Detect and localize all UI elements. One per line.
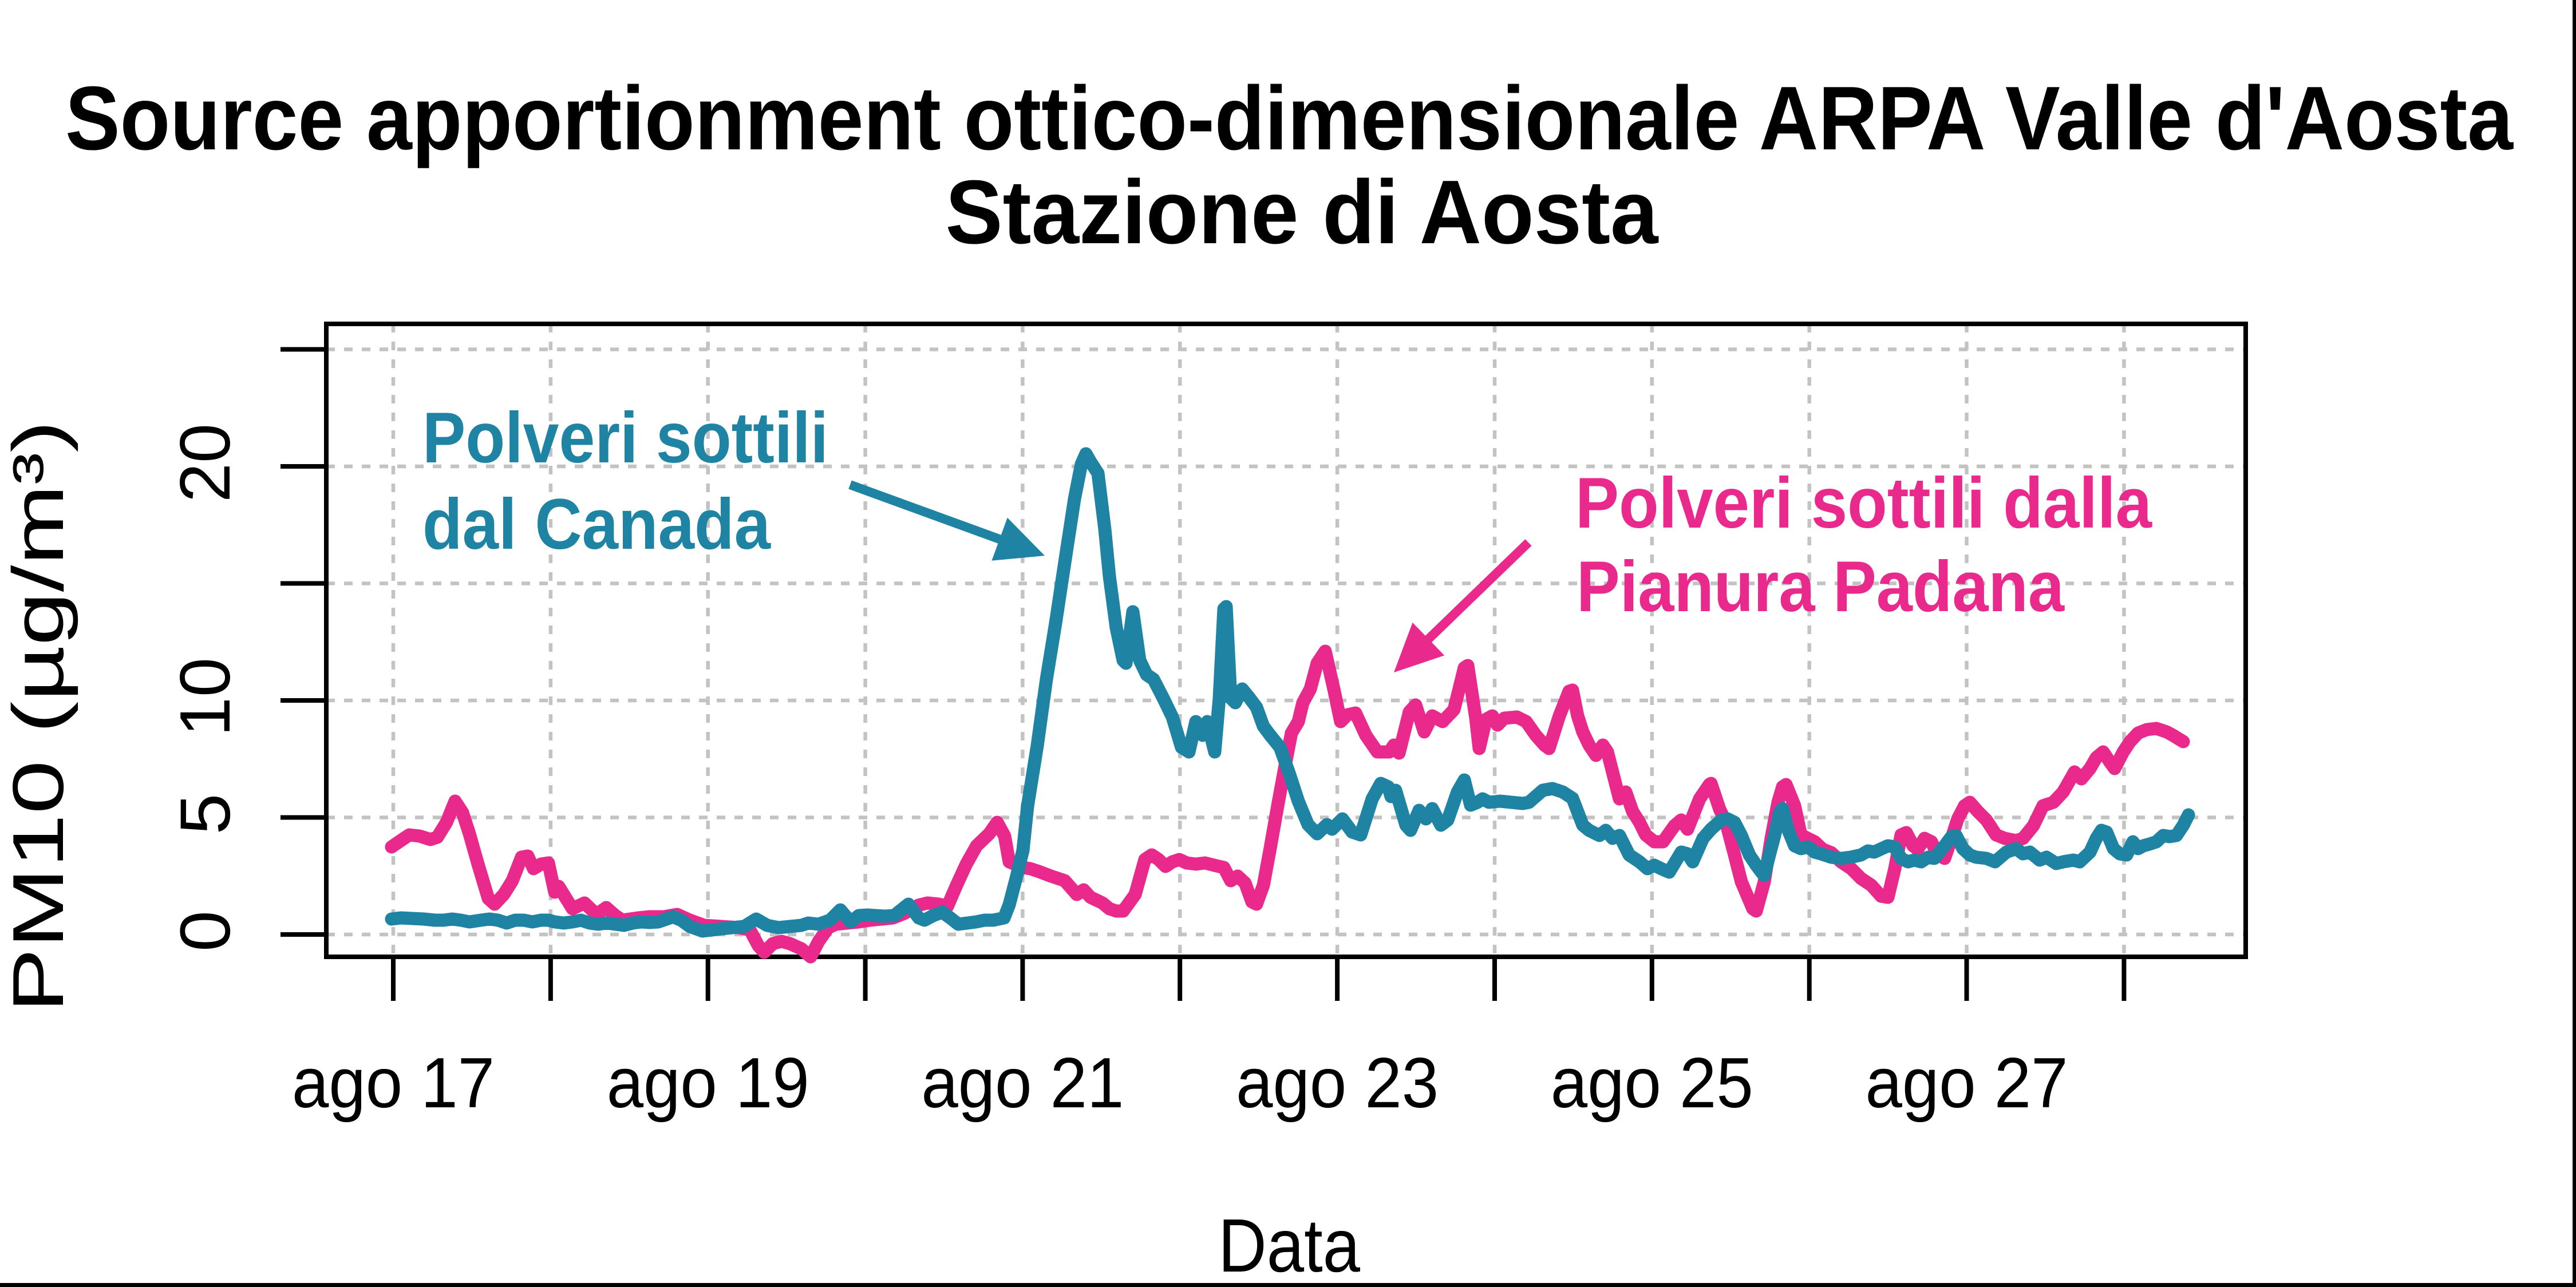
svg-text:ago 17: ago 17: [292, 1044, 495, 1123]
svg-text:ago 19: ago 19: [607, 1044, 809, 1123]
svg-text:ago 23: ago 23: [1236, 1044, 1439, 1123]
svg-text:ago 27: ago 27: [1866, 1044, 2068, 1123]
svg-text:PM10 (µg/m³): PM10 (µg/m³): [0, 421, 78, 1013]
svg-text:ago 25: ago 25: [1551, 1044, 1753, 1123]
svg-text:Source apportionment ottico-di: Source apportionment ottico-dimensionale…: [65, 68, 2514, 169]
svg-text:Pianura Padana: Pianura Padana: [1577, 547, 2065, 627]
svg-text:ago 21: ago 21: [921, 1044, 1124, 1123]
svg-text:Stazione di Aosta: Stazione di Aosta: [946, 162, 1659, 263]
svg-text:Polveri sottili dalla: Polveri sottili dalla: [1575, 464, 2152, 543]
svg-text:0: 0: [166, 910, 245, 952]
svg-text:10: 10: [166, 658, 245, 736]
svg-text:Data: Data: [1218, 1203, 1361, 1287]
svg-text:5: 5: [166, 794, 245, 835]
svg-text:20: 20: [166, 423, 245, 502]
svg-text:Polveri sottili: Polveri sottili: [422, 398, 828, 478]
svg-text:dal Canada: dal Canada: [422, 485, 771, 564]
